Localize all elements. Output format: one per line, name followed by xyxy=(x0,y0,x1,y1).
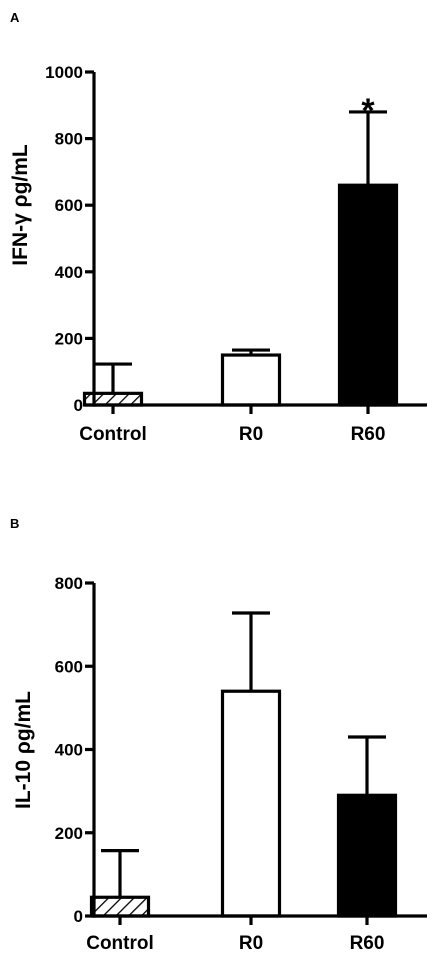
bar-r60 xyxy=(336,793,398,918)
y-tick-label: 0 xyxy=(74,907,83,926)
bar-control xyxy=(89,895,151,918)
y-tick-label: 600 xyxy=(55,657,83,676)
bar-r0 xyxy=(220,353,282,407)
panel-b-plot-area: Control R0 R60 0 200 400 600 800 xyxy=(55,574,427,954)
chart-panel-a: A IFN-γ ρg/mL Control R0 R60 0 200 400 600 800 1… xyxy=(9,10,427,445)
x-tick-label: Control xyxy=(79,424,147,445)
x-tick-label: R0 xyxy=(239,424,263,445)
x-tick-label: R60 xyxy=(351,424,386,445)
panel-b-y-axis-title: IL-10 ρg/mL xyxy=(12,691,35,809)
x-tick-label: Control xyxy=(86,933,154,954)
y-tick-label: 400 xyxy=(55,263,83,282)
chart-panel-b: B IL-10 ρg/mL Control R0 R60 0 200 400 600 800 xyxy=(10,516,427,954)
panel-b-letter: B xyxy=(10,516,19,531)
bar-r60 xyxy=(337,183,399,407)
y-tick-label: 800 xyxy=(55,574,83,593)
panel-a-plot-area: Control R0 R60 0 200 400 600 800 1000 * xyxy=(45,63,427,445)
y-tick-label: 0 xyxy=(74,396,83,415)
y-tick-label: 200 xyxy=(55,824,83,843)
bar-r0 xyxy=(220,689,282,918)
panel-a-letter: A xyxy=(10,10,20,25)
panel-a-y-axis-title: IFN-γ ρg/mL xyxy=(9,144,32,266)
y-tick-label: 800 xyxy=(55,130,83,149)
y-tick-label: 1000 xyxy=(45,63,83,82)
x-tick-label: R60 xyxy=(350,933,385,954)
x-tick-label: R0 xyxy=(239,933,263,954)
y-tick-label: 400 xyxy=(55,741,83,760)
y-tick-label: 600 xyxy=(55,196,83,215)
y-tick-label: 200 xyxy=(55,329,83,348)
significance-marker: * xyxy=(361,92,375,130)
